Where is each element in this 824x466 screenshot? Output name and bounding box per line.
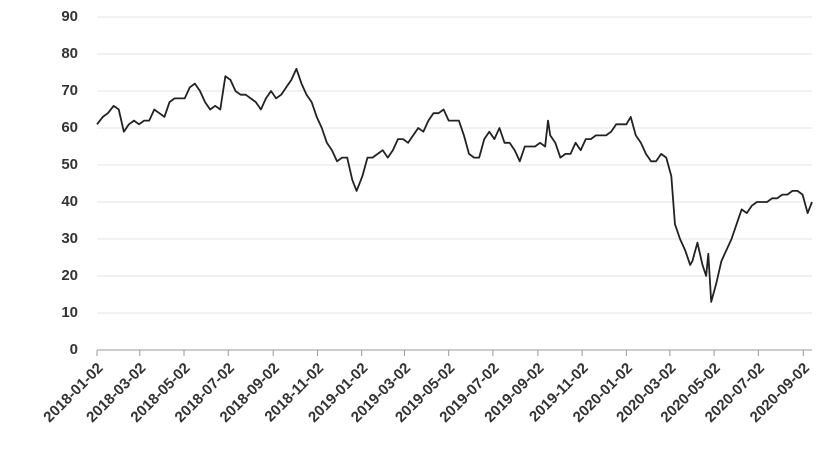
y-tick-label: 80 bbox=[61, 45, 78, 62]
y-tick-label: 70 bbox=[61, 82, 78, 99]
y-tick-label: 90 bbox=[61, 8, 78, 25]
y-tick-label: 40 bbox=[61, 193, 78, 210]
y-tick-label: 30 bbox=[61, 230, 78, 247]
y-tick-label: 60 bbox=[61, 119, 78, 136]
y-tick-label: 50 bbox=[61, 156, 78, 173]
y-tick-label: 0 bbox=[70, 341, 78, 358]
line-series bbox=[96, 67, 813, 303]
y-tick-label: 20 bbox=[61, 267, 78, 284]
y-tick-label: 10 bbox=[61, 304, 78, 321]
